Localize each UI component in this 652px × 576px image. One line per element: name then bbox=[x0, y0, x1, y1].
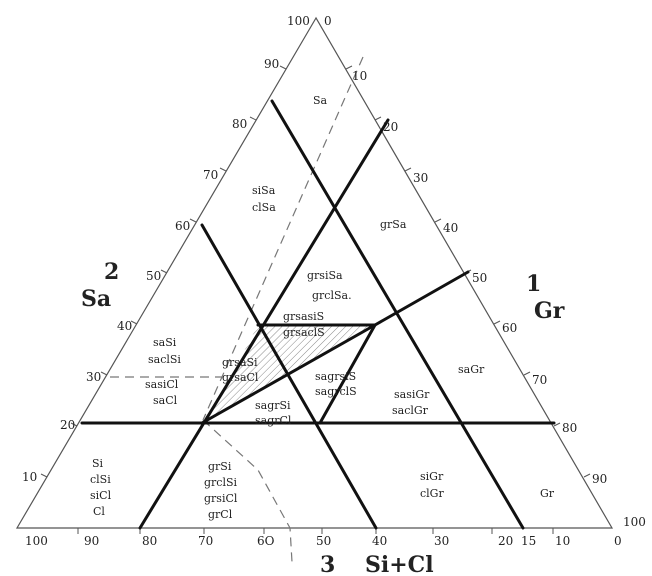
zone-label: clGr bbox=[420, 487, 444, 500]
right-tick: 50 bbox=[472, 271, 487, 285]
bottom-axis-name: Si+Cl bbox=[365, 552, 434, 576]
zone-labels: Sa siSa clSa grSa grsiSa grclSa. grsasiS… bbox=[90, 94, 555, 521]
zone-label: grSi bbox=[208, 460, 232, 473]
edge-ticks bbox=[40, 65, 591, 534]
left-tick: 10 bbox=[22, 470, 37, 484]
dashed-boundary-upper bbox=[202, 56, 364, 421]
left-tick: 30 bbox=[86, 370, 101, 384]
zone-label: siGr bbox=[420, 470, 444, 483]
right-tick: 40 bbox=[443, 221, 458, 235]
left-tick: 20 bbox=[60, 418, 75, 432]
right-tick: 80 bbox=[562, 421, 577, 435]
zone-label: Gr bbox=[540, 487, 555, 500]
left-axis-ticks: 10 20 30 40 50 60 70 80 90 100 bbox=[22, 14, 310, 484]
zone-label: Cl bbox=[93, 505, 105, 518]
right-tick: 0 bbox=[324, 14, 332, 28]
left-tick: 50 bbox=[146, 269, 161, 283]
zone-label: sagrsiS bbox=[315, 370, 356, 383]
bottom-tick: 90 bbox=[84, 534, 99, 548]
right-tick: 90 bbox=[592, 472, 607, 486]
zone-label: clSa bbox=[252, 201, 276, 214]
zone-label: grsaclS bbox=[283, 326, 325, 339]
zone-label: clSi bbox=[90, 473, 111, 486]
classification-lines bbox=[80, 99, 556, 530]
zone-label: grsasiS bbox=[283, 310, 324, 323]
right-tick: 30 bbox=[413, 171, 428, 185]
bottom-tick: 6O bbox=[257, 534, 275, 548]
right-tick: 70 bbox=[532, 373, 547, 387]
right-axis-name: Gr bbox=[534, 298, 565, 324]
zone-label: saSi bbox=[153, 336, 177, 349]
dashed-boundary-lower bbox=[202, 419, 293, 563]
zone-label: grSa bbox=[380, 218, 407, 231]
right-tick: 100 bbox=[623, 515, 646, 529]
zone-label: grsaCl bbox=[222, 371, 259, 384]
zone-label: saCl bbox=[153, 394, 178, 407]
left-tick: 40 bbox=[117, 319, 132, 333]
left-tick: 80 bbox=[232, 117, 247, 131]
bottom-tick: 10 bbox=[555, 534, 570, 548]
right-tick: 10 bbox=[352, 69, 367, 83]
right-axis-ticks: 0 10 20 30 40 50 60 70 80 90 100 bbox=[324, 14, 646, 529]
left-axis-name: Sa bbox=[81, 286, 111, 312]
zone-label: grsaSi bbox=[222, 356, 258, 369]
bottom-tick: 40 bbox=[372, 534, 387, 548]
bottom-tick: 15 bbox=[521, 534, 536, 548]
left-tick: 60 bbox=[175, 219, 190, 233]
left-axis-number: 2 bbox=[104, 259, 119, 285]
zone-label: grclSi bbox=[204, 476, 238, 489]
zone-label: grsiCl bbox=[204, 492, 238, 505]
zone-label: sagrclS bbox=[315, 385, 357, 398]
bottom-tick: 30 bbox=[434, 534, 449, 548]
right-tick: 20 bbox=[383, 120, 398, 134]
zone-label: grclSa. bbox=[312, 289, 352, 302]
zone-label: Sa bbox=[313, 94, 328, 107]
zone-label: siSa bbox=[252, 184, 276, 197]
right-tick: 60 bbox=[502, 321, 517, 335]
zone-label: sagrSi bbox=[255, 399, 291, 412]
bottom-tick: 100 bbox=[25, 534, 48, 548]
zone-label: sasiCl bbox=[145, 378, 179, 391]
bottom-axis-number: 3 bbox=[320, 552, 335, 576]
right-axis-number: 1 bbox=[526, 271, 541, 297]
zone-label: saGr bbox=[458, 363, 485, 376]
zone-label: siCl bbox=[90, 489, 112, 502]
zone-label: sagrCl bbox=[255, 414, 292, 427]
bottom-tick: 20 bbox=[498, 534, 513, 548]
bottom-tick: 80 bbox=[142, 534, 157, 548]
bottom-tick: 70 bbox=[198, 534, 213, 548]
left-tick: 90 bbox=[264, 57, 279, 71]
zone-label: Si bbox=[92, 457, 104, 470]
zone-label: saclGr bbox=[392, 404, 429, 417]
left-tick: 70 bbox=[203, 168, 218, 182]
left-tick: 100 bbox=[287, 14, 310, 28]
bottom-axis-ticks: 100 90 80 70 6O 50 40 30 20 15 10 0 bbox=[25, 534, 622, 548]
zone-label: saclSi bbox=[148, 353, 181, 366]
bottom-tick: 0 bbox=[614, 534, 622, 548]
zone-label: grCl bbox=[208, 508, 233, 521]
zone-label: grsiSa bbox=[307, 269, 343, 282]
bottom-tick: 50 bbox=[316, 534, 331, 548]
zone-label: sasiGr bbox=[394, 388, 430, 401]
